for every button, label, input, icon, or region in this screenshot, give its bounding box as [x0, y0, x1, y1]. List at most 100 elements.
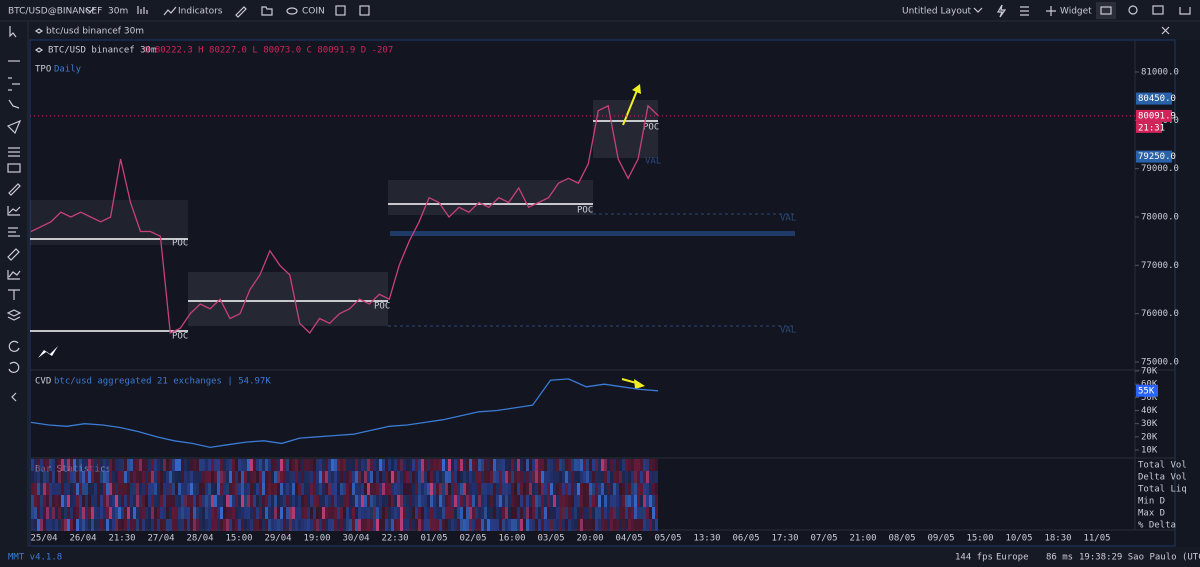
heat-cell: [73, 495, 76, 507]
heat-cell: [586, 471, 589, 483]
alerts-icon[interactable]: [996, 4, 1007, 18]
heat-cell: [136, 459, 139, 471]
indicators-button[interactable]: Indicators: [178, 7, 223, 17]
indicators-icon[interactable]: [163, 6, 177, 16]
exit-icon[interactable]: [1179, 7, 1191, 15]
heat-cell: [571, 507, 574, 519]
heat-cell: [97, 495, 100, 507]
heat-cell: [178, 483, 181, 495]
heat-cell: [43, 507, 46, 519]
heat-cell: [421, 495, 424, 507]
list-icon[interactable]: [1020, 6, 1029, 16]
draw-icon[interactable]: [235, 6, 247, 18]
arrow-tool[interactable]: [6, 119, 22, 135]
camera-icon[interactable]: [1100, 6, 1112, 15]
x-tick-label: 05/05: [654, 534, 681, 544]
heat-cell: [376, 519, 379, 531]
coin-button[interactable]: COIN: [302, 7, 325, 17]
heat-cell: [616, 519, 619, 531]
heat-cell: [256, 459, 259, 471]
heat-cell: [649, 507, 652, 519]
heat-cell: [91, 519, 94, 531]
heat-cell: [277, 471, 280, 483]
undo-button[interactable]: [8, 340, 20, 352]
path-tool[interactable]: [8, 99, 20, 109]
heat-cell: [256, 483, 259, 495]
monitor-icon[interactable]: [1152, 5, 1164, 15]
heat-cell: [577, 507, 580, 519]
heat-cell: [442, 471, 445, 483]
heat-cell: [103, 519, 106, 531]
heat-cell: [295, 507, 298, 519]
tab-title[interactable]: btc/usd binancef 30m: [46, 27, 144, 37]
heat-cell: [364, 471, 367, 483]
heat-cell: [286, 495, 289, 507]
heat-cell: [322, 507, 325, 519]
heat-cell: [487, 519, 490, 531]
heat-cell: [166, 471, 169, 483]
widget-button[interactable]: Widget: [1060, 7, 1092, 17]
fullscreen-icon[interactable]: [335, 5, 346, 16]
redo-button[interactable]: [8, 361, 20, 373]
collapse-button[interactable]: [11, 392, 17, 402]
heat-cell: [451, 507, 454, 519]
layout-dropdown[interactable]: [973, 7, 983, 13]
heat-cell: [589, 495, 592, 507]
heat-cell: [133, 519, 136, 531]
heat-cell: [496, 459, 499, 471]
heat-cell: [412, 507, 415, 519]
camera-bg[interactable]: [1096, 2, 1116, 19]
chart-type-icon[interactable]: [137, 6, 148, 14]
heat-cell: [238, 519, 241, 531]
heat-cell: [595, 483, 598, 495]
heat-cell: [250, 495, 253, 507]
measure-tool[interactable]: [7, 270, 21, 280]
x-tick-label: 13:30: [693, 534, 720, 544]
heat-cell: [538, 483, 541, 495]
heat-cell: [598, 483, 601, 495]
fib-tool[interactable]: [8, 147, 20, 157]
heat-cell: [43, 519, 46, 531]
heat-cell: [250, 507, 253, 519]
heat-cell: [34, 459, 37, 471]
region[interactable]: Europe: [996, 553, 1029, 563]
layout-selector[interactable]: Untitled Layout: [902, 7, 972, 17]
heat-cell: [418, 495, 421, 507]
dropdown-icon[interactable]: [85, 7, 95, 13]
interval-selector[interactable]: 30m: [108, 7, 128, 17]
rect-tool[interactable]: [7, 163, 21, 173]
heat-cell: [148, 483, 151, 495]
heat-cell: [520, 459, 523, 471]
text-lines-tool[interactable]: [8, 227, 20, 237]
widget-icon[interactable]: [1046, 6, 1056, 16]
heat-cell: [64, 459, 67, 471]
heat-cell: [544, 519, 547, 531]
heat-cell: [544, 483, 547, 495]
heat-cell: [46, 507, 49, 519]
coin-icon[interactable]: [286, 7, 298, 15]
heat-cell: [607, 495, 610, 507]
heat-cell: [235, 459, 238, 471]
heat-cell: [544, 495, 547, 507]
heat-cell: [466, 483, 469, 495]
cursor-tool[interactable]: [9, 26, 17, 38]
heat-cell: [280, 483, 283, 495]
heat-cell: [634, 459, 637, 471]
close-tab[interactable]: [1161, 26, 1170, 35]
heat-cell: [283, 459, 286, 471]
fork-tool[interactable]: [8, 77, 20, 91]
screenshot-icon[interactable]: [359, 5, 370, 16]
poc-label: POC: [374, 302, 390, 312]
heat-cell: [97, 507, 100, 519]
symbol-selector[interactable]: BTC/USD@BINANCEF: [8, 7, 102, 17]
folder-icon[interactable]: [261, 6, 273, 16]
heat-cell: [415, 495, 418, 507]
settings-icon[interactable]: [1128, 5, 1138, 15]
heat-cell: [364, 495, 367, 507]
text-tool[interactable]: [8, 289, 20, 300]
layers-tool[interactable]: [6, 309, 22, 321]
chart-tool[interactable]: [7, 206, 21, 216]
brush-tool[interactable]: [8, 183, 21, 196]
tab-icon: [34, 28, 44, 34]
ruler-tool[interactable]: [7, 248, 20, 261]
